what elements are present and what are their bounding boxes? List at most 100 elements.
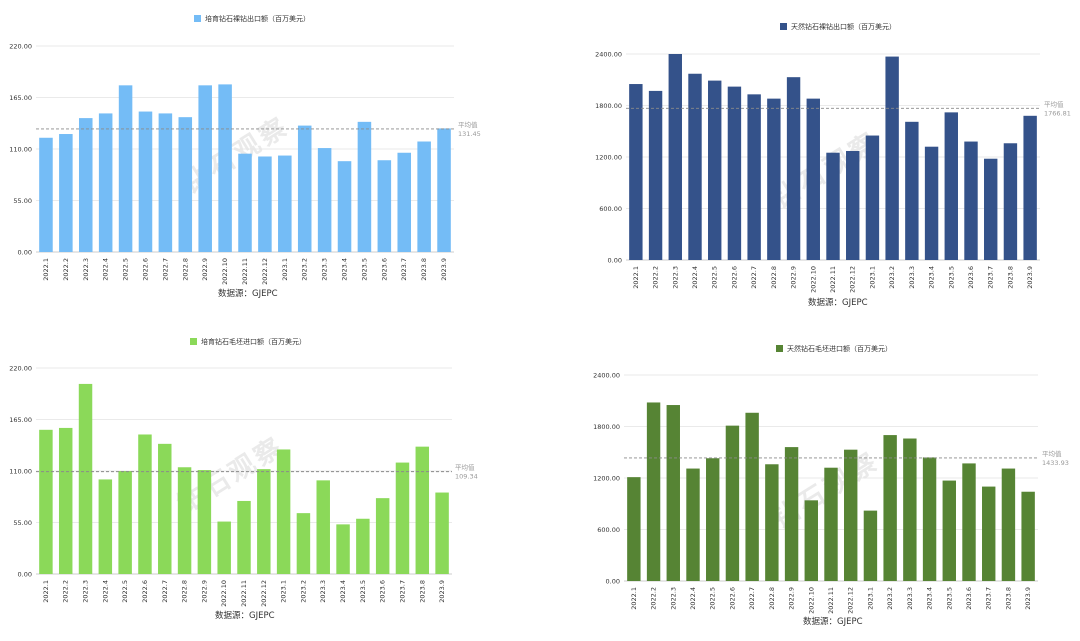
bar	[944, 112, 958, 260]
x-tick-label: 2022.10	[807, 587, 815, 614]
x-tick-label: 2022.9	[201, 258, 209, 281]
x-tick-label: 2023.9	[1024, 587, 1032, 610]
y-tick-label: 0.00	[606, 578, 620, 586]
bar	[885, 56, 899, 261]
y-tick-label: 110.00	[9, 146, 32, 154]
legend-swatch	[194, 15, 201, 22]
bar-chart: 0.00 55.00 110.00 165.00 220.00 2022.1 2022.2 2…	[9, 365, 478, 607]
y-tick-label: 165.00	[9, 416, 32, 424]
chart-legend: 培育钻石裸钻出口额（百万美元）	[194, 14, 310, 24]
bar	[804, 500, 818, 581]
x-tick-label: 2022.7	[161, 258, 169, 281]
average-value: 109.34	[455, 473, 478, 481]
x-tick-label: 2022.4	[101, 580, 109, 603]
bar	[237, 500, 251, 574]
bar	[297, 125, 312, 252]
x-tick-label: 2022.6	[728, 587, 736, 610]
x-tick-label: 2022.9	[788, 587, 796, 610]
y-tick-label: 1800.00	[593, 423, 620, 431]
bar	[197, 470, 212, 574]
y-tick-label: 0.00	[18, 249, 32, 257]
y-tick-label: 1800.00	[595, 102, 622, 110]
x-tick-label: 2023.1	[280, 580, 288, 603]
y-tick-label: 55.00	[13, 519, 32, 527]
x-tick-label: 2023.8	[420, 258, 428, 281]
x-tick-label: 2022.8	[770, 266, 778, 289]
x-tick-label: 2022.7	[750, 266, 758, 289]
y-tick-label: 1200.00	[593, 475, 620, 483]
x-tick-label: 2023.1	[868, 266, 876, 289]
x-tick-label: 2022.4	[102, 258, 110, 281]
bar	[666, 405, 680, 581]
x-tick-label: 2023.7	[985, 587, 993, 610]
x-tick-label: 2022.3	[82, 580, 90, 603]
bar	[984, 158, 998, 260]
x-tick-label: 2023.4	[341, 258, 349, 281]
x-tick-label: 2023.7	[987, 266, 995, 289]
bar	[686, 468, 700, 581]
bar	[78, 383, 93, 574]
x-tick-label: 2022.11	[829, 266, 837, 293]
bar	[865, 135, 880, 260]
source-note: 数据源：GJEPC	[803, 617, 863, 627]
y-tick-label: 2400.00	[595, 51, 622, 59]
x-tick-label: 2023.6	[965, 587, 973, 610]
bar	[863, 510, 878, 581]
bar	[629, 84, 643, 261]
y-tick-label: 110.00	[9, 468, 32, 476]
x-tick-label: 2022.8	[181, 580, 189, 603]
bar	[982, 486, 996, 581]
x-tick-label: 2022.4	[691, 266, 699, 289]
bar	[417, 141, 431, 252]
x-tick-label: 2023.1	[281, 258, 289, 281]
y-tick-label: 600.00	[597, 526, 620, 534]
bar	[646, 402, 661, 581]
legend-label: 天然钻石毛坯进口额（百万美元）	[787, 345, 892, 353]
legend-swatch	[190, 338, 197, 345]
x-tick-label: 2023.2	[299, 580, 307, 603]
x-tick-label: 2022.8	[768, 587, 776, 610]
x-tick-label: 2022.6	[141, 258, 149, 281]
y-tick-label: 55.00	[13, 197, 32, 205]
chart-legend: 培育钻石毛坯进口额（百万美元）	[190, 337, 306, 347]
bar	[903, 438, 917, 581]
bar	[397, 152, 412, 252]
bar	[278, 155, 292, 252]
bar	[747, 94, 761, 260]
bar	[1003, 143, 1018, 260]
average-label: 平均值	[455, 463, 475, 472]
y-tick-label: 0.00	[18, 571, 32, 579]
bar	[238, 153, 252, 252]
bar	[806, 98, 820, 260]
bar	[844, 449, 858, 581]
bar	[883, 435, 897, 581]
bar	[357, 121, 372, 252]
chart-panel-natural-polished-export: 天然钻石裸钻出口额（百万美元） 钻石观察 0.00600.001200.0018…	[540, 0, 1080, 320]
bar	[942, 480, 956, 581]
x-tick-label: 2022.10	[809, 266, 817, 293]
x-tick-label: 2023.2	[886, 587, 894, 610]
bar	[435, 492, 449, 574]
y-tick-label: 2400.00	[593, 372, 620, 380]
x-tick-label: 2023.2	[888, 266, 896, 289]
x-tick-label: 2022.11	[827, 587, 835, 614]
bar	[924, 146, 939, 260]
y-tick-label: 600.00	[599, 205, 622, 213]
average-label: 平均值	[458, 120, 478, 129]
x-tick-label: 2023.6	[967, 266, 975, 289]
bar	[217, 521, 231, 574]
bar	[648, 90, 663, 261]
source-note: 数据源：GJEPC	[808, 298, 868, 308]
x-tick-label: 2023.8	[1004, 587, 1012, 610]
x-tick-label: 2022.12	[849, 266, 857, 293]
x-tick-label: 2022.10	[220, 580, 228, 607]
x-tick-label: 2022.11	[240, 580, 248, 607]
x-tick-label: 2023.7	[400, 258, 408, 281]
x-tick-label: 2023.7	[398, 580, 406, 603]
x-tick-label: 2023.6	[379, 580, 387, 603]
x-tick-label: 2022.3	[671, 266, 679, 289]
x-tick-label: 2022.3	[669, 587, 677, 610]
source-note: 数据源：GJEPC	[218, 289, 278, 299]
average-label: 平均值	[1042, 449, 1062, 458]
bar	[824, 467, 838, 581]
